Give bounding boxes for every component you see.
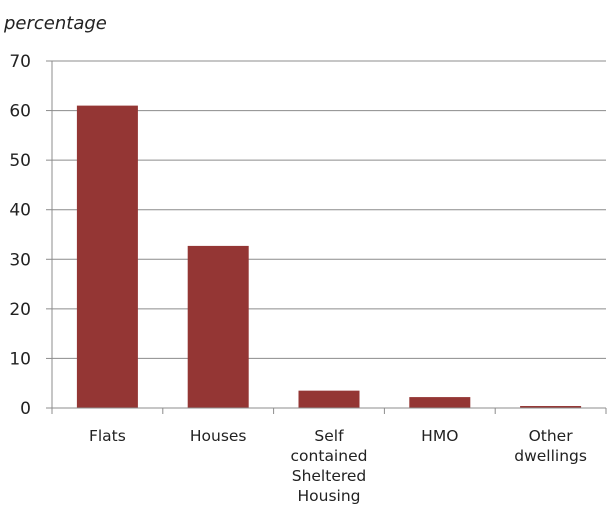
y-tick-label: 40 (9, 201, 31, 221)
y-tick-label: 20 (9, 300, 31, 320)
x-tick-label: Houses (190, 427, 247, 445)
x-tick-label-line: dwellings (514, 447, 587, 465)
y-axis-ticks: 0 10 20 30 40 50 60 70 (9, 52, 53, 419)
y-tick-label: 0 (20, 399, 31, 419)
bar (298, 390, 360, 408)
y-tick-label: 10 (9, 349, 31, 369)
x-tick-label-line: Sheltered (292, 467, 367, 485)
x-tick-label: Flats (89, 427, 126, 445)
y-tick-label: 50 (9, 151, 31, 171)
x-tick-label-line: Flats (89, 427, 126, 445)
bars (76, 105, 582, 408)
x-tick-label-line: Other (529, 427, 574, 445)
x-axis-tick-labels: Flats Houses Self contained Sheltered Housing… (89, 427, 587, 505)
y-tick-label: 70 (9, 52, 31, 72)
x-tick-label: Self contained Sheltered Housing (291, 427, 368, 505)
x-axis (51, 407, 607, 414)
x-tick-label-line: HMO (421, 427, 458, 445)
x-tick-label: HMO (421, 427, 458, 445)
x-tick-label-line: contained (291, 447, 368, 465)
x-tick-label: Other dwellings (514, 427, 587, 465)
bar (187, 245, 249, 408)
gridlines (52, 60, 606, 359)
x-tick-label-line: Housing (297, 487, 360, 505)
y-axis-label: percentage (3, 13, 107, 34)
bar (409, 397, 471, 408)
x-tick-label-line: Houses (190, 427, 247, 445)
bar (520, 406, 582, 408)
bar (76, 105, 138, 408)
y-tick-label: 60 (9, 102, 31, 122)
y-tick-label: 30 (9, 250, 31, 270)
x-tick-label-line: Self (314, 427, 344, 445)
